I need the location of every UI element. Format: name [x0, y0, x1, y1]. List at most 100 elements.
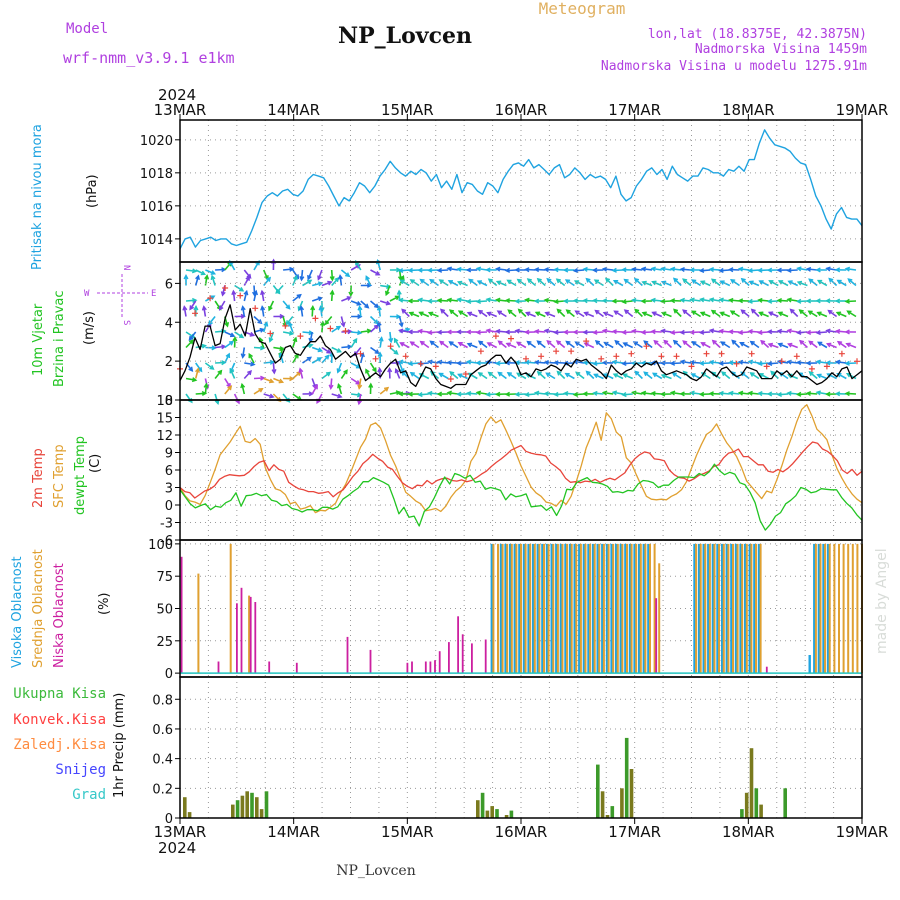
wind-arrow-head	[787, 373, 793, 379]
wind-arrow-head	[669, 330, 676, 336]
mid-cloud-bar	[566, 543, 569, 674]
wind-arrow-head	[545, 372, 551, 378]
wind-arrow	[583, 268, 594, 271]
wind-arrow	[214, 393, 219, 404]
wind-arrow	[661, 329, 672, 333]
wind-arrow-head	[296, 293, 302, 299]
wind-arrow-head	[808, 278, 814, 284]
wind-arrow	[358, 393, 362, 404]
wind-arrow	[321, 281, 332, 287]
wind-arrow	[632, 391, 643, 395]
wind-arrow-head	[288, 321, 293, 327]
wind-arrow	[701, 342, 711, 349]
gust-marker	[237, 292, 244, 299]
high-cloud-bar	[610, 543, 613, 674]
wind-arrow	[614, 310, 624, 318]
wind-arrow-head	[192, 297, 198, 303]
mid-cloud-bar	[533, 543, 536, 674]
wind-arrow	[642, 267, 653, 271]
wind-arrow	[243, 291, 248, 302]
wind-arrow-head	[679, 297, 685, 303]
wind-arrow-head	[825, 360, 831, 366]
wind-arrow	[634, 308, 643, 318]
wind-arrow	[194, 275, 200, 286]
high-cloud-bar	[541, 543, 544, 674]
high-cloud-bar	[697, 543, 701, 674]
wind-arrow-head	[457, 342, 463, 347]
wind-arrow-head	[399, 274, 405, 281]
wind-arrow-head	[817, 341, 823, 347]
wind-arrow-head	[710, 309, 717, 315]
wind-arrow	[565, 340, 575, 349]
wind-arrow-head	[524, 392, 530, 398]
wind-arrow-head	[827, 309, 833, 315]
wind-arrow-head	[218, 305, 224, 311]
wind-arrow-head	[572, 392, 579, 398]
time-axis: 13MAR 13MAR 14MAR 14MAR 15MAR 15MAR 16MAR 16MAR…	[154, 101, 889, 841]
precip-bar	[600, 791, 605, 818]
gust-marker	[207, 295, 214, 302]
wind-arrow-head	[243, 289, 249, 296]
wind-arrow-head	[720, 371, 727, 377]
wind-arrow	[671, 362, 682, 365]
wind-arrow	[739, 268, 750, 271]
wind-arrow	[525, 361, 536, 364]
day-label-top: 13MAR	[154, 101, 207, 119]
wind-arrow	[418, 393, 429, 396]
wind-arrow-head	[760, 339, 766, 345]
wind-arrow-head	[313, 384, 318, 390]
wind-arrow	[719, 269, 730, 272]
wind-arrow	[189, 300, 197, 310]
wind-arrow-head	[407, 329, 413, 335]
low-cloud-bar	[471, 643, 473, 674]
wind-arrow-head	[846, 310, 852, 316]
y-tick-label: 2	[165, 355, 173, 370]
wind-arrow-head	[269, 359, 276, 365]
wind-arrow	[651, 267, 662, 271]
wind-arrow	[535, 392, 546, 395]
mid-cloud-bar	[649, 543, 651, 674]
wind-arrow	[311, 357, 322, 364]
wind-arrow	[632, 299, 643, 302]
wind-arrow-head	[353, 351, 359, 357]
wind-arrow	[409, 362, 420, 365]
wind-arrow-head	[640, 266, 647, 272]
wind-arrow	[808, 310, 818, 318]
wind-arrow-head	[418, 311, 424, 317]
wind-arrow-head	[334, 277, 340, 283]
wind-arrow	[185, 269, 197, 273]
wind-arrow-head	[456, 266, 462, 272]
wind-arrow	[497, 371, 507, 380]
wind-arrow	[710, 329, 721, 333]
wind-arrow-head	[228, 340, 235, 346]
wind-arrow-head	[505, 342, 511, 348]
wind-arrow	[467, 392, 478, 395]
day-label-bottom: 14MAR	[267, 823, 320, 841]
low-cloud-bar	[438, 651, 441, 674]
wind-arrow	[518, 308, 527, 318]
wind-arrow	[828, 309, 838, 318]
wind-arrow	[378, 306, 381, 317]
wind-arrow	[680, 299, 691, 302]
mid-cloud-bar	[593, 543, 596, 674]
wind-arrow-head	[398, 322, 404, 328]
dewpt-line	[179, 463, 863, 531]
wind-arrow-head	[632, 341, 639, 346]
wind-arrow-head	[650, 360, 656, 366]
wind-arrow-head	[630, 266, 637, 272]
gust-marker	[312, 315, 319, 322]
wind-arrow-head	[643, 371, 649, 377]
wind-arrow	[633, 341, 643, 349]
wind-arrow-head	[288, 330, 295, 336]
wind-arrow-head	[825, 298, 831, 304]
wind-arrow-head	[689, 297, 695, 303]
gust-marker	[447, 376, 454, 382]
wind-arrow	[545, 372, 556, 380]
high-cloud-bar	[693, 543, 696, 674]
wind-arrow	[261, 306, 265, 317]
wind-arrow	[748, 300, 759, 303]
precip-bar	[744, 792, 749, 818]
wind-arrow-head	[834, 359, 841, 365]
wind-arrow-head	[844, 298, 850, 304]
